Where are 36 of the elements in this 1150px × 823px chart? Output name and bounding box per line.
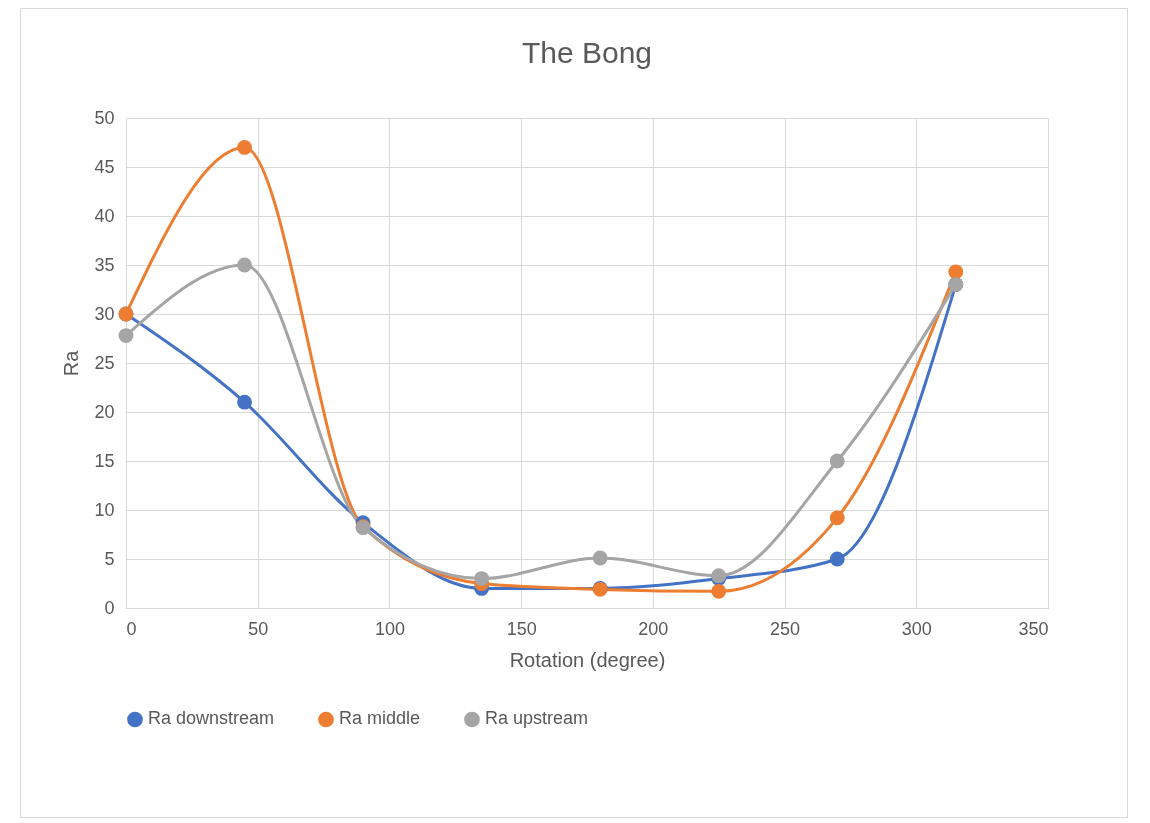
x-tick-label: 350	[1018, 618, 1049, 639]
point	[474, 571, 490, 586]
point	[237, 257, 252, 273]
y-tick-label: 25	[94, 352, 115, 373]
x-tick-label: 0	[126, 618, 137, 639]
y-tick-label: 10	[94, 499, 115, 520]
point	[118, 328, 134, 343]
x-tick-label: 100	[374, 618, 405, 639]
legend-label: Ra downstream	[148, 708, 275, 729]
point	[237, 140, 252, 155]
point	[829, 551, 845, 567]
y-tick-label: 40	[94, 205, 115, 226]
x-tick-label: 200	[638, 618, 669, 639]
x-tick-label: 150	[506, 618, 537, 639]
chart-title: The Bong	[521, 36, 653, 69]
point	[711, 583, 727, 599]
y-tick-label: 50	[94, 107, 115, 128]
y-tick-label: 0	[104, 597, 115, 618]
x-tick-label: 50	[248, 618, 269, 639]
point	[948, 264, 964, 280]
point	[237, 394, 252, 410]
point	[592, 550, 608, 566]
y-tick-label: 5	[104, 548, 115, 569]
x-tick-label: 300	[901, 618, 932, 639]
y-tick-label: 20	[94, 401, 115, 422]
y-tick-label: 45	[94, 156, 115, 177]
legend-label: Ra middle	[339, 708, 421, 729]
point	[829, 510, 845, 526]
legend-label: Ra upstream	[485, 708, 589, 729]
x-axis-title: Rotation (degree)	[509, 648, 666, 671]
y-tick-label: 15	[94, 450, 115, 471]
y-axis-title: Ra	[60, 349, 83, 377]
x-tick-label: 250	[770, 618, 801, 639]
y-tick-label: 35	[94, 254, 115, 275]
point	[829, 453, 845, 469]
y-tick-label: 30	[94, 303, 115, 324]
